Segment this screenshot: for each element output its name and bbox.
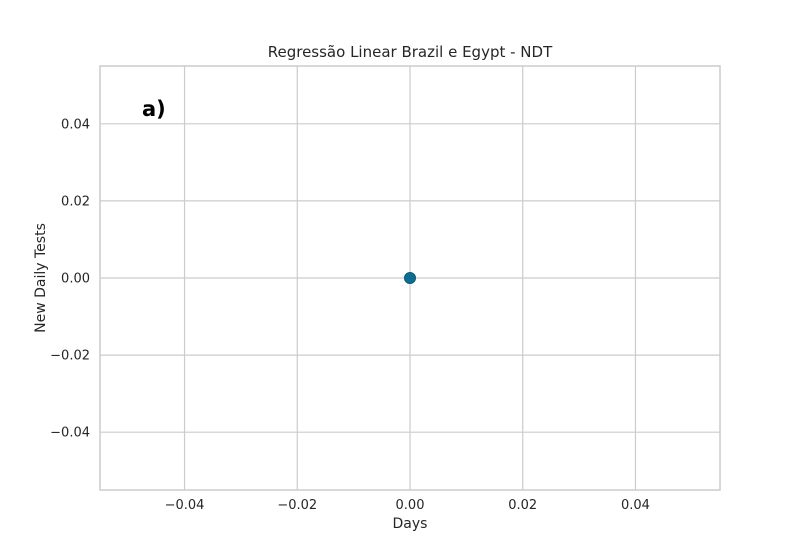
chart-title: Regressão Linear Brazil e Egypt - NDT [268, 43, 553, 61]
y-tick-label: −0.04 [50, 426, 90, 441]
y-tick-label: 0.02 [61, 194, 90, 209]
grid [100, 66, 720, 490]
data-point [404, 272, 416, 284]
data-points [404, 272, 416, 284]
x-tick-label: 0.02 [508, 498, 537, 513]
panel-label: a) [142, 97, 166, 121]
y-tick-label: −0.02 [50, 349, 90, 364]
tick-labels: −0.04 −0.02 0.00 0.02 0.04 −0.04 −0.02 0.00 0.02… [50, 117, 650, 513]
x-tick-label: −0.04 [165, 498, 205, 513]
x-axis-label: Days [393, 516, 428, 532]
x-tick-label: 0.00 [396, 498, 425, 513]
y-tick-label: 0.00 [61, 272, 90, 287]
y-axis-label: New Daily Tests [33, 223, 49, 333]
y-tick-label: 0.04 [61, 117, 90, 132]
plot-frame [99, 65, 721, 491]
x-tick-label: 0.04 [621, 498, 650, 513]
x-tick-label: −0.02 [277, 498, 317, 513]
